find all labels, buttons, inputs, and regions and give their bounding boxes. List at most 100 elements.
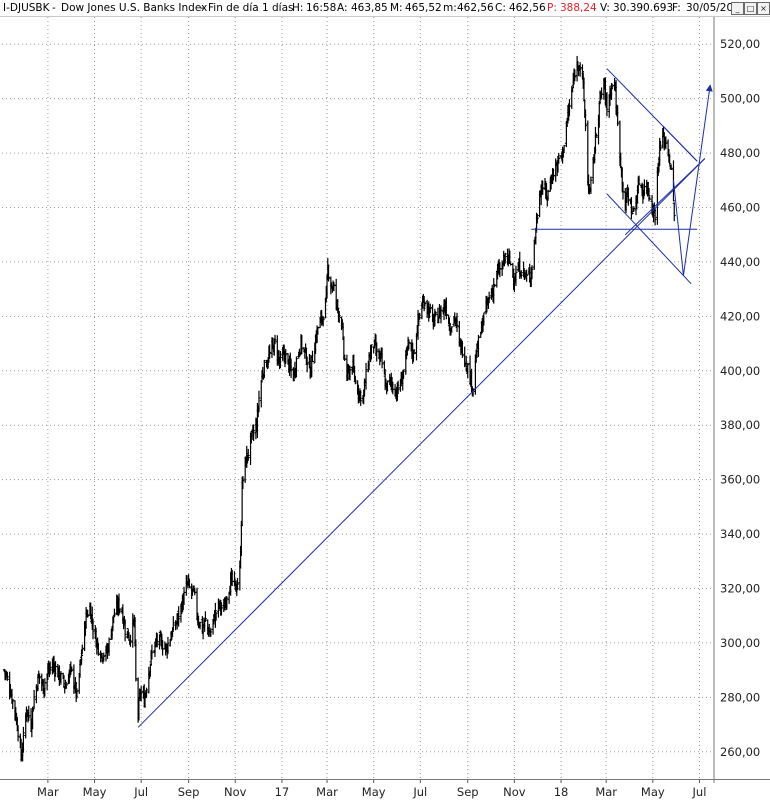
price-bar [259,380,263,408]
price-bar [112,615,116,624]
price-bar [534,227,538,245]
price-bar [653,208,657,226]
price-chart[interactable]: 260,00 280,00 300,00 320,00 340,00 360,00 380,… [0,17,770,801]
trendline[interactable] [137,158,706,728]
y-tick-label: 260,00 [720,745,760,759]
price-bar [145,687,149,698]
y-tick-label: 520,00 [720,37,760,51]
price-bar [573,69,577,82]
index-name: Dow Jones U.S. Banks Index [61,2,208,14]
time-value: 16:58 [306,2,337,14]
y-tick-label: 300,00 [720,636,760,650]
price-bar [327,264,331,282]
price-bar [219,602,223,616]
price-bar [498,262,502,278]
price-bar [535,213,539,224]
price-bar [96,637,100,650]
price-bar [669,164,673,170]
y-tick-label: 360,00 [720,473,760,487]
trendline[interactable] [624,158,706,236]
y-tick-label: 440,00 [720,255,760,269]
price-bar [16,725,20,742]
price-bar [578,62,582,77]
price-bar [48,661,52,675]
price-bar [37,673,41,684]
price-bar [213,602,217,628]
price-bar [236,577,240,590]
price-bar [96,643,100,656]
x-tick-label: 18 [554,785,569,799]
x-axis: Mar May Jul Sep Nov 17 Mar May Jul Sep Nov 18 Mar May… [0,779,770,799]
price-bar [278,350,282,369]
date-key: F: [672,2,681,14]
trendline[interactable] [606,193,692,285]
price-bar [418,312,422,320]
x-tick-label: Jul [133,785,148,799]
price-bar [310,350,314,363]
close-icon[interactable]: × [757,2,770,15]
price-bar [664,136,668,150]
price-bar [530,265,534,280]
projection-arrow[interactable] [682,84,713,276]
y-tick-label: 320,00 [720,582,760,596]
price-bar [561,148,565,158]
p-value: 388,24 [560,2,597,14]
open-value: 463,85 [351,2,388,14]
price-bar [648,197,652,200]
open-key: A: [337,2,348,14]
minimize-icon[interactable]: _ [731,2,744,15]
price-bar [83,621,87,637]
price-bar [412,349,416,355]
x-tick-label: May [83,785,107,799]
price-bar [273,334,277,345]
price-bar [450,326,454,332]
price-bar [557,153,561,164]
price-bar [476,334,480,357]
x-tick-label: Sep [178,785,200,799]
price-bar [402,369,406,380]
price-bar [268,344,272,359]
y-axis: 260,00 280,00 300,00 320,00 340,00 360,00 380,… [713,17,760,783]
price-bar [439,305,443,324]
y-tick-label: 460,00 [720,201,760,215]
close-key: C: [495,2,506,14]
price-bar [637,175,641,186]
time-key: H: [292,2,304,14]
price-bar [551,168,555,181]
price-bar [166,636,170,655]
price-bar [460,341,464,358]
price-bar [11,698,15,710]
price-bar [181,593,185,611]
price-bar [91,618,95,640]
price-bar [198,621,202,630]
price-bar [455,312,459,333]
volume-key: V: [600,2,610,14]
price-bar [252,424,256,441]
price-bar [380,347,384,369]
price-bar [332,282,336,292]
price-bar [605,92,609,117]
y-tick-label: 400,00 [720,364,760,378]
drawing-layer[interactable] [137,68,713,728]
price-bar [218,599,222,611]
trendline[interactable] [672,180,684,276]
price-bar [582,77,586,102]
price-bar [31,708,35,712]
price-bar [385,380,389,392]
price-bar [171,616,175,632]
trendline[interactable] [662,125,698,162]
separator: - [52,2,56,14]
price-bar [123,619,127,642]
price-bar [407,339,411,350]
high-value: 465,52 [405,2,442,14]
price-bar [444,297,448,320]
price-bar [128,634,132,647]
period-label: Fin de día 1 días [208,2,294,14]
price-bar [514,265,518,287]
price-bar [294,356,298,378]
maximize-icon[interactable]: □ [744,2,757,15]
price-bar [177,606,181,627]
price-bar [5,672,9,681]
separator: - [200,2,204,14]
price-bar [155,633,159,648]
